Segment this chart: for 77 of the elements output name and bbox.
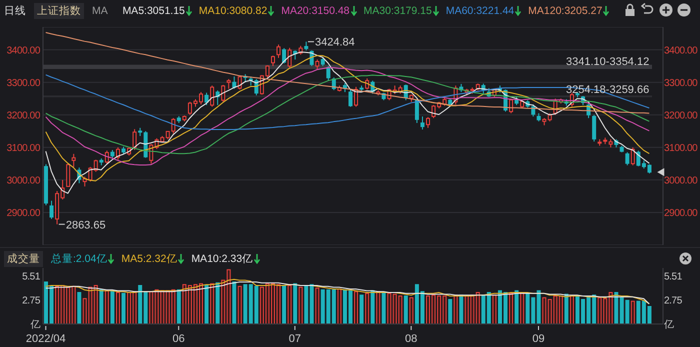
bar <box>570 296 574 324</box>
series-label: 总量:2.04亿 <box>51 252 108 266</box>
x-tick-label: 09 <box>532 333 545 345</box>
bar <box>210 283 214 324</box>
y-tick-label: 3100.00 <box>6 142 41 154</box>
bar <box>360 294 364 324</box>
x-tick-label: 07 <box>288 333 302 345</box>
x-tick-label: 2022/04 <box>26 333 66 345</box>
bar <box>630 300 635 324</box>
y-tick-label: 亿 <box>29 320 40 331</box>
y-tick-label: 3200.00 <box>6 110 41 122</box>
text: MA30:3179.15 <box>364 5 433 17</box>
legend-title: MA <box>92 5 108 17</box>
y-tick-label: 2900.00 <box>6 208 41 220</box>
bar <box>370 290 375 324</box>
bar <box>376 291 380 324</box>
line-series <box>45 67 650 166</box>
text: MA20:3150.48 <box>281 5 351 17</box>
bar <box>459 294 464 324</box>
bar <box>99 289 104 324</box>
text: MA10:3080.82 <box>198 5 268 17</box>
y-tick-label: 3000.00 <box>6 175 41 186</box>
bar <box>122 292 126 324</box>
bar <box>238 286 242 324</box>
chart-subtitle: 日线 <box>4 4 26 18</box>
y-tick-label: 5.51 <box>22 271 41 282</box>
bar <box>448 299 452 324</box>
bar <box>104 290 109 324</box>
text: MA120:3205.27 <box>528 5 604 17</box>
x-tick-label: 08 <box>405 333 418 345</box>
bar <box>354 291 358 324</box>
bar <box>614 292 618 324</box>
y2-tick-label: 3200.00 <box>664 110 698 122</box>
series-label: MA10:2.33亿 <box>191 252 254 266</box>
y-tick-label: 3400.00 <box>6 45 41 56</box>
y2-tick-label: 5.51 <box>664 271 683 282</box>
bar <box>382 292 386 324</box>
band-label: 3341.10-3354.12 <box>566 56 650 68</box>
bar <box>409 297 414 324</box>
y2-tick-label: 亿 <box>663 320 674 331</box>
bar <box>116 292 120 324</box>
bar <box>176 289 181 324</box>
y2-tick-label: 3400.00 <box>664 45 698 56</box>
text: MA60:3221.44 <box>446 5 516 17</box>
bar <box>288 285 292 324</box>
y-tick-label: 3300.00 <box>6 78 41 89</box>
bar <box>509 292 514 324</box>
y2-tick-label: 3100.00 <box>664 142 698 154</box>
text: MA5:3051.15 <box>122 5 186 17</box>
bar <box>77 292 82 324</box>
bar <box>520 292 524 324</box>
annotation: 3424.84 <box>314 36 355 49</box>
bar <box>293 283 298 324</box>
bar <box>204 285 209 324</box>
bar <box>315 288 320 324</box>
chart-title: 上证指数 <box>34 3 84 19</box>
annotation: 2863.65 <box>66 219 106 232</box>
chart-title: 成交量 <box>4 251 43 267</box>
y2-tick-label: 2900.00 <box>664 208 698 220</box>
bar <box>298 286 303 324</box>
x-tick-label: 06 <box>172 333 185 345</box>
bar <box>337 288 342 324</box>
bar <box>232 282 236 324</box>
bar <box>404 296 408 324</box>
bar <box>514 290 519 324</box>
text: MA5:2.32亿 <box>121 252 178 266</box>
bar <box>454 294 458 324</box>
bar <box>282 285 286 324</box>
y2-tick-label: 3300.00 <box>664 78 698 89</box>
bar <box>365 292 370 324</box>
bar <box>110 290 114 324</box>
y2-tick-label: 2.75 <box>664 295 683 306</box>
y2-tick-label: 3000.00 <box>664 175 698 186</box>
y-tick-label: 2.75 <box>22 295 41 306</box>
bar <box>492 294 496 324</box>
bar <box>216 282 220 324</box>
bar <box>564 294 568 324</box>
